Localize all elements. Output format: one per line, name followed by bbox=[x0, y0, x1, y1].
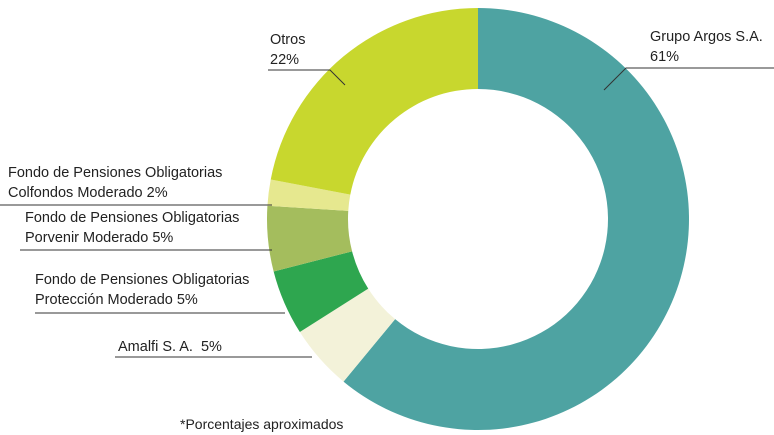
leader-line bbox=[268, 69, 346, 86]
category-label: Amalfi S. A. bbox=[118, 339, 193, 355]
value-label: 5% bbox=[200, 339, 222, 355]
slice-label: Otros 22% bbox=[270, 30, 350, 70]
slice-label: Fondo de Pensiones Obligatorias Colfondo… bbox=[8, 163, 263, 203]
leader-line bbox=[603, 67, 774, 91]
slice-label: Fondo de Pensiones Obligatorias Protecci… bbox=[35, 270, 285, 310]
value-label: 5% bbox=[176, 292, 198, 308]
slice bbox=[273, 251, 369, 333]
footnote: *Porcentajes aproximados bbox=[180, 416, 344, 432]
slice-label: Grupo Argos S.A. 61% bbox=[650, 27, 774, 67]
category-label: Otros bbox=[270, 32, 306, 48]
category-label: Fondo de Pensiones Obligatorias Protecci… bbox=[35, 272, 250, 308]
slices bbox=[266, 8, 690, 430]
slice bbox=[270, 8, 478, 195]
slice bbox=[266, 205, 353, 272]
slice bbox=[343, 8, 690, 430]
value-label: 22% bbox=[270, 52, 300, 68]
value-label: 61% bbox=[650, 49, 680, 65]
category-label: Fondo de Pensiones Obligatorias Colfondo… bbox=[8, 165, 223, 201]
value-label: 2% bbox=[146, 185, 168, 201]
slice bbox=[299, 288, 396, 382]
slice-label: Amalfi S. A. 5% bbox=[118, 337, 318, 357]
slice bbox=[267, 179, 351, 211]
value-label: 5% bbox=[152, 230, 174, 246]
slice-label: Fondo de Pensiones Obligatorias Porvenir… bbox=[25, 208, 275, 248]
category-label: Grupo Argos S.A. bbox=[650, 29, 763, 45]
category-label: Fondo de Pensiones Obligatorias Porvenir… bbox=[25, 210, 240, 246]
